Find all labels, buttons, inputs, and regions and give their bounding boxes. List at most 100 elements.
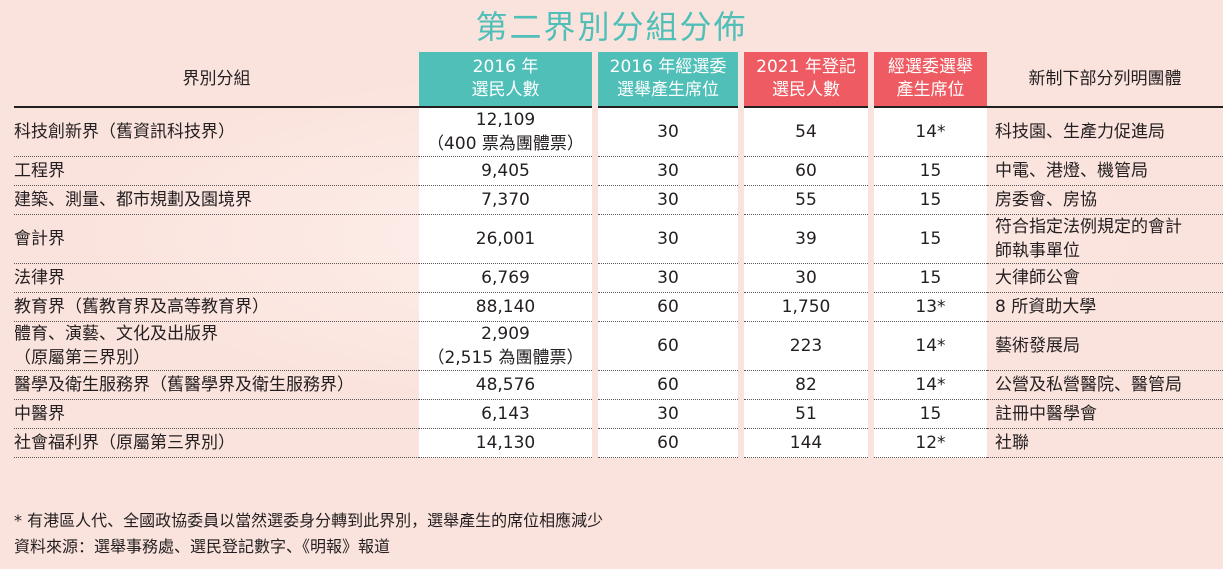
- subsector-cell-line: 科技園、生產力促進局: [995, 122, 1165, 142]
- sector-cell: 法律界: [14, 263, 419, 293]
- subsector-cell-line: 中電、港燈、機管局: [995, 161, 1148, 181]
- sector-cell: 會計界: [14, 214, 419, 264]
- sector-cell-line: 工程界: [14, 161, 65, 181]
- voters-2016-cell-line: 2,909: [481, 324, 530, 344]
- table-row: 科技創新界（舊資訊科技界） 12,109 （400 票為團體票） 30 54 14* 科技園…: [14, 107, 1223, 157]
- seats-2016-cell: 30: [592, 185, 741, 215]
- seats-2016-cell: 60: [592, 428, 741, 458]
- voters-2016-cell-line: （2,515 為團體票）: [427, 348, 584, 368]
- header-seats-2016: 2016 年經選委 選舉產生席位: [592, 52, 741, 108]
- voters-2021-cell: 223: [738, 321, 871, 371]
- voters-2016-cell: 9,405: [419, 156, 595, 186]
- sector-cell: 科技創新界（舊資訊科技界）: [14, 107, 419, 157]
- seats-new-cell: 14*: [868, 321, 987, 371]
- seats-new-cell: 15: [868, 185, 987, 215]
- table-row: 教育界（舊教育界及高等教育界） 88,140 60 1,750 13* 8 所資助大學: [14, 292, 1223, 322]
- voters-2021-cell: 60: [738, 156, 871, 186]
- table-row: 體育、演藝、文化及出版界 （原屬第三界別） 2,909 （2,515 為團體票） 60 2…: [14, 321, 1223, 371]
- voters-2021-cell: 39: [738, 214, 871, 264]
- header-seats-new: 經選委選舉 產生席位: [868, 52, 987, 108]
- seats-new-cell: 15: [868, 156, 987, 186]
- sector-cell-line: （原屬第三界別）: [14, 348, 150, 368]
- voters-2021-cell: 54: [738, 107, 871, 157]
- voters-2016-cell-line: 12,109: [475, 110, 536, 130]
- voters-2016-cell-line: 6,143: [481, 404, 530, 424]
- sector-cell: 體育、演藝、文化及出版界 （原屬第三界別）: [14, 321, 419, 371]
- sector-cell-line: 體育、演藝、文化及出版界: [14, 324, 218, 344]
- subsector-cell: 房委會、房協: [987, 185, 1223, 215]
- voters-2016-cell: 2,909 （2,515 為團體票）: [419, 321, 595, 371]
- subsector-cell-line: 大律師公會: [995, 268, 1080, 288]
- voters-2021-cell: 82: [738, 370, 871, 400]
- source-note: 資料來源：選舉事務處、選民登記數字、《明報》報道: [14, 537, 391, 556]
- voters-2021-cell: 1,750: [738, 292, 871, 322]
- subsector-cell-line: 房委會、房協: [995, 190, 1097, 210]
- sector-cell: 教育界（舊教育界及高等教育界）: [14, 292, 419, 322]
- header-subsectors: 新制下部分列明團體: [987, 52, 1223, 108]
- seats-2016-cell: 60: [592, 292, 741, 322]
- table-row: 醫學及衛生服務界（舊醫學界及衛生服務界） 48,576 60 82 14* 公營及私營醫院…: [14, 370, 1223, 400]
- subsector-cell-line: 公營及私營醫院、醫管局: [995, 375, 1182, 395]
- voters-2016-cell: 48,576: [419, 370, 595, 400]
- voters-2016-cell-line: 88,140: [475, 297, 536, 317]
- header-sector: 界別分組: [14, 52, 419, 108]
- sector-cell: 社會福利界（原屬第三界別）: [14, 428, 419, 458]
- subsector-cell: 8 所資助大學: [987, 292, 1223, 322]
- table-row: 會計界 26,001 30 39 15 符合指定法例規定的會計 師執事單位: [14, 214, 1223, 264]
- sector-cell-line: 科技創新界（舊資訊科技界）: [14, 122, 235, 142]
- sector-cell: 建築、測量、都市規劃及園境界: [14, 185, 419, 215]
- voters-2016-cell: 14,130: [419, 428, 595, 458]
- voters-2016-cell-line: 14,130: [475, 433, 536, 453]
- table-row: 中醫界 6,143 30 51 15 註冊中醫學會: [14, 399, 1223, 429]
- subsector-cell-line: 藝術發展局: [995, 336, 1080, 356]
- seats-new-cell: 14*: [868, 107, 987, 157]
- voters-2016-cell-line: 9,405: [481, 161, 530, 181]
- seats-2016-cell: 60: [592, 370, 741, 400]
- seats-new-cell: 15: [868, 399, 987, 429]
- sector-cell-line: 社會福利界（原屬第三界別）: [14, 433, 235, 453]
- voters-2021-cell: 51: [738, 399, 871, 429]
- voters-2021-cell: 30: [738, 263, 871, 293]
- table-row: 建築、測量、都市規劃及園境界 7,370 30 55 15 房委會、房協: [14, 185, 1223, 215]
- sector-cell: 中醫界: [14, 399, 419, 429]
- voters-2016-cell: 6,769: [419, 263, 595, 293]
- voters-2016-cell-line: 6,769: [481, 268, 530, 288]
- seats-2016-cell: 30: [592, 214, 741, 264]
- table-header-row: 界別分組 2016 年選民人數 2016 年經選委 選舉產生席位 2021 年登記…: [14, 52, 1223, 108]
- voters-2021-cell: 144: [738, 428, 871, 458]
- voters-2016-cell-line: 26,001: [475, 229, 536, 249]
- header-voters-2021: 2021 年登記 選民人數: [738, 52, 871, 108]
- subsector-cell-line: 8 所資助大學: [995, 297, 1097, 317]
- sector-cell-line: 教育界（舊教育界及高等教育界）: [14, 297, 269, 317]
- seats-new-cell: 15: [868, 214, 987, 264]
- voters-2016-cell-line: 7,370: [481, 190, 530, 210]
- table-row: 法律界 6,769 30 30 15 大律師公會: [14, 263, 1223, 293]
- seats-2016-cell: 30: [592, 263, 741, 293]
- seats-new-cell: 14*: [868, 370, 987, 400]
- sector-cell: 醫學及衛生服務界（舊醫學界及衛生服務界）: [14, 370, 419, 400]
- seats-new-cell: 13*: [868, 292, 987, 322]
- voters-2016-cell: 6,143: [419, 399, 595, 429]
- sector-cell-line: 法律界: [14, 268, 65, 288]
- sector-cell-line: 會計界: [14, 229, 65, 249]
- sector-table: 界別分組 2016 年選民人數 2016 年經選委 選舉產生席位 2021 年登記…: [14, 52, 1223, 458]
- voters-2016-cell-line: 48,576: [475, 375, 536, 395]
- subsector-cell: 藝術發展局: [987, 321, 1223, 371]
- subsector-cell: 科技園、生產力促進局: [987, 107, 1223, 157]
- voters-2016-cell: 26,001: [419, 214, 595, 264]
- subsector-cell: 公營及私營醫院、醫管局: [987, 370, 1223, 400]
- seats-new-cell: 15: [868, 263, 987, 293]
- subsector-cell-line: 符合指定法例規定的會計: [995, 217, 1182, 237]
- subsector-cell: 中電、港燈、機管局: [987, 156, 1223, 186]
- table-row: 工程界 9,405 30 60 15 中電、港燈、機管局: [14, 156, 1223, 186]
- subsector-cell: 符合指定法例規定的會計 師執事單位: [987, 214, 1223, 264]
- sector-cell-line: 醫學及衛生服務界（舊醫學界及衛生服務界）: [14, 375, 354, 395]
- footnote: * 有港區人代、全國政協委員以當然選委身分轉到此界別，選舉產生的席位相應減少: [14, 511, 604, 530]
- voters-2016-cell-line: （400 票為團體票）: [427, 134, 584, 154]
- voters-2021-cell: 55: [738, 185, 871, 215]
- subsector-cell: 大律師公會: [987, 263, 1223, 293]
- sector-cell-line: 建築、測量、都市規劃及園境界: [14, 190, 252, 210]
- seats-2016-cell: 60: [592, 321, 741, 371]
- subsector-cell-line: 社聯: [995, 433, 1029, 453]
- subsector-cell: 註冊中醫學會: [987, 399, 1223, 429]
